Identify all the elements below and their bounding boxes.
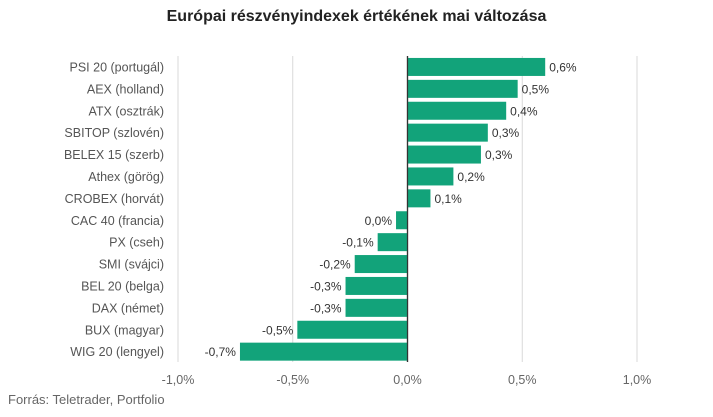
- category-label: BEL 20 (belga): [81, 279, 164, 293]
- value-label: 0,3%: [492, 126, 520, 140]
- bar: [407, 123, 488, 142]
- value-labels: 0,6%0,5%0,4%0,3%0,3%0,2%0,1%0,0%-0,1%-0,…: [205, 60, 577, 359]
- value-label: 0,0%: [365, 214, 393, 228]
- bar: [407, 57, 546, 76]
- bar: [297, 320, 408, 339]
- chart-title: Európai részvényindexek értékének mai vá…: [166, 8, 547, 25]
- category-labels: PSI 20 (portugál) AEX (holland) ATX (osztr…: [64, 60, 164, 359]
- category-label: BUX (magyar): [85, 323, 164, 337]
- category-label: SBITOP (szlovén): [64, 126, 164, 140]
- category-label: SMI (svájci): [99, 258, 164, 272]
- category-label: DAX (német): [92, 301, 164, 315]
- value-label: -0,3%: [310, 301, 342, 315]
- x-tick-label: -0,5%: [276, 373, 309, 387]
- bars: [239, 56, 546, 362]
- category-label: ATX (osztrák): [89, 104, 164, 118]
- category-label: WIG 20 (lengyel): [70, 345, 164, 359]
- x-tick-label: 0,5%: [508, 373, 537, 387]
- value-label: -0,5%: [262, 323, 294, 337]
- bar: [407, 145, 481, 164]
- value-label: -0,2%: [319, 258, 351, 272]
- value-label: -0,3%: [310, 279, 342, 293]
- bar: [407, 101, 507, 120]
- category-label: CROBEX (horvát): [65, 192, 164, 206]
- value-label: 0,6%: [549, 60, 577, 74]
- category-label: AEX (holland): [87, 82, 164, 96]
- value-label: 0,5%: [522, 82, 550, 96]
- bar: [407, 79, 518, 98]
- value-label: 0,3%: [485, 148, 513, 162]
- x-tick-label: -1,0%: [162, 373, 195, 387]
- bar: [345, 298, 408, 317]
- bar: [345, 276, 408, 295]
- category-label: BELEX 15 (szerb): [64, 148, 164, 162]
- x-axis-ticks: -1,0% -0,5% 0,0% 0,5% 1,0%: [162, 373, 652, 387]
- category-label: PSI 20 (portugál): [70, 60, 165, 74]
- value-label: 0,4%: [510, 104, 538, 118]
- category-label: CAC 40 (francia): [71, 214, 164, 228]
- value-label: -0,7%: [205, 345, 237, 359]
- category-label: Athex (görög): [88, 170, 164, 184]
- value-label: 0,2%: [457, 170, 485, 184]
- bar: [396, 211, 408, 230]
- bar: [407, 189, 431, 208]
- bar: [239, 342, 408, 361]
- source-note: Forrás: Teletrader, Portfolio: [8, 392, 165, 407]
- bar: [377, 233, 408, 252]
- bar: [354, 255, 408, 274]
- x-tick-label: 1,0%: [623, 373, 652, 387]
- category-label: PX (cseh): [109, 236, 164, 250]
- value-label: 0,1%: [434, 192, 462, 206]
- value-label: -0,1%: [342, 236, 374, 250]
- bar: [407, 167, 454, 186]
- x-tick-label: 0,0%: [393, 373, 422, 387]
